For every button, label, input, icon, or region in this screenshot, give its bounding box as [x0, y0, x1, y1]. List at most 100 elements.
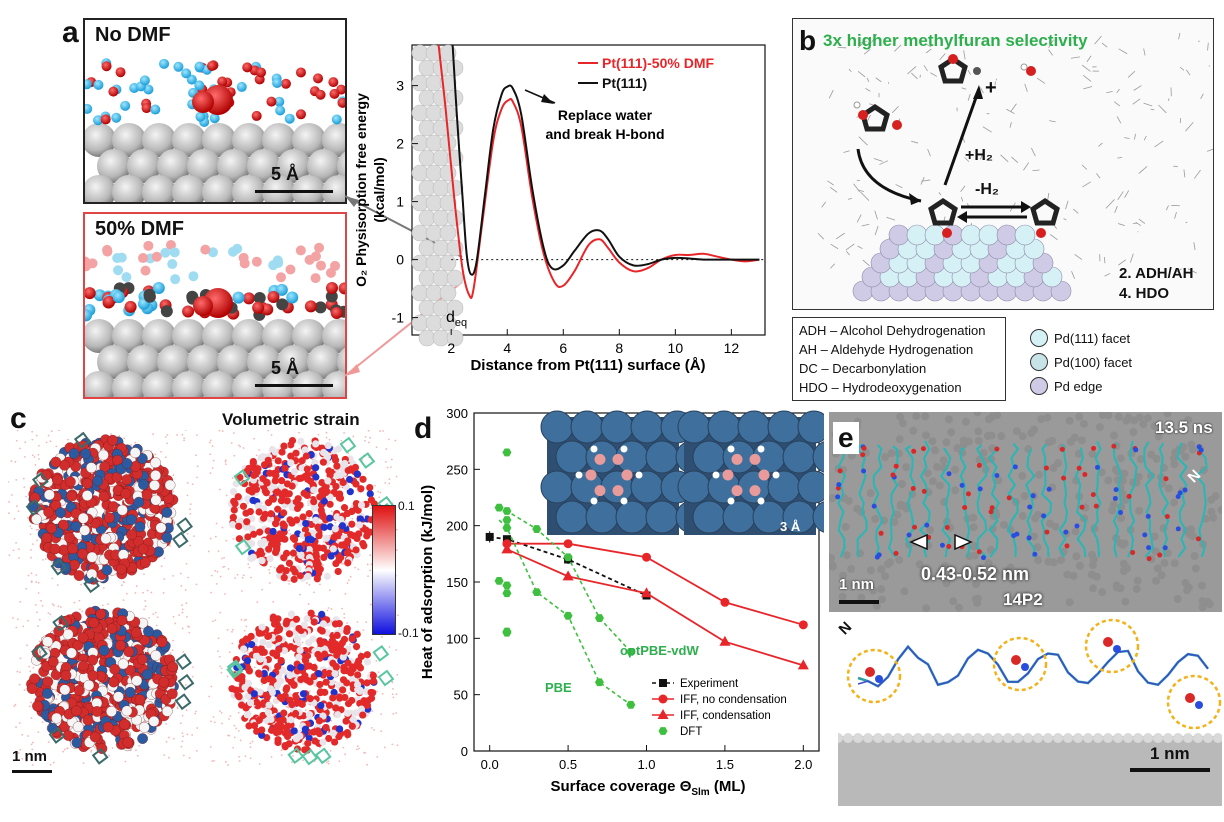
panel-b-frame: b 3x higher methylfuran selectivity + +H… [792, 18, 1214, 310]
scale-bar-e-top [839, 600, 879, 604]
point-d-2 [501, 543, 513, 554]
highlight-circle-2 [1084, 618, 1140, 674]
chart-a-ylabel-2: (kcal/mol) [371, 157, 387, 222]
x-tick-label-a: 8 [615, 340, 623, 356]
peptide-strand [1074, 447, 1087, 558]
dmf-illustration [85, 239, 345, 397]
scale-bar-bottom [255, 384, 333, 387]
label-optpbe: optPBE-vdW [620, 643, 699, 658]
point-d-2 [719, 635, 731, 646]
peptide-strand [959, 447, 971, 558]
x-tick-label-d: 0.0 [481, 757, 499, 772]
step-hdo: 4. HDO [1119, 285, 1170, 302]
hydrogenation-arrow [943, 88, 981, 186]
point-d-2 [562, 570, 574, 581]
y-tick-label-d: 300 [446, 406, 468, 421]
y-tick-label-d: 100 [446, 631, 468, 646]
water-layer [85, 58, 345, 127]
scale-bar-c [12, 770, 52, 773]
y-tick-label-a: 0 [396, 252, 404, 268]
peptide-strand [1176, 442, 1188, 558]
highlight-circle-1 [992, 636, 1048, 692]
peptide-strand [1112, 442, 1122, 558]
furan-molecules [853, 54, 1060, 238]
y-tick-label-a: 1 [396, 194, 404, 210]
panel-letter-d: d [414, 412, 433, 445]
y-tick-label-d: 250 [446, 462, 468, 477]
peptide-strand [856, 443, 868, 558]
scale-bar-e-bottom [1130, 768, 1210, 772]
chart-a-xlabel: Distance from Pt(111) surface (Å) [470, 357, 705, 374]
plus-sign: + [985, 77, 997, 99]
point-d-0 [485, 532, 494, 541]
y-tick-label-a: 3 [396, 78, 404, 94]
peptide-strand [1025, 448, 1036, 558]
deq-label: deq [446, 309, 467, 329]
pt-surface-bottom [85, 319, 345, 397]
scale-label-bottom: 5 Å [271, 358, 300, 378]
annotation-break-hbond: and break H-bond [545, 126, 664, 142]
facet-100-row: Pd(100) facet [1030, 350, 1132, 374]
peptide-strand [1127, 440, 1138, 558]
legend-label-a: Pt(111)-50% DMF [602, 55, 714, 71]
legend-label-d: Experiment [680, 678, 739, 690]
series-line-d-5 [498, 519, 632, 706]
series-line-a-1 [451, 44, 760, 276]
facet-edge-row: Pd edge [1030, 374, 1132, 398]
panel-letter-e: e [833, 422, 859, 454]
chart-a-ylabel-1: O₂ Physisorption free energy [353, 93, 369, 287]
highlight-circle-0 [846, 648, 902, 704]
label-pbe: PBE [545, 680, 572, 695]
pt-surface-strip [411, 44, 464, 347]
x-tick-label-a: 10 [668, 340, 684, 356]
no-dmf-snapshot: No DMF 5 Å [83, 18, 347, 204]
nanoparticle-0 [8, 430, 199, 595]
point-d-3 [502, 524, 512, 532]
annotation-replace-water: Replace water [558, 107, 653, 123]
point-d-3 [494, 576, 504, 585]
peptide-strand [1091, 441, 1102, 558]
legend-label-a: Pt(111) [602, 75, 647, 91]
dmf-title: 50% DMF [95, 218, 184, 240]
series-line-d-1 [506, 542, 804, 626]
x-tick-label-a: 4 [503, 340, 511, 356]
peptide-label: 14P2 [1003, 590, 1043, 609]
point-d-1 [642, 552, 651, 562]
point-d-1 [798, 620, 808, 630]
legend-marker-d [658, 694, 668, 704]
no-dmf-title: No DMF [95, 24, 171, 46]
chart-d-xlabel: Surface coverage ΘSlm (ML) [550, 778, 745, 798]
legend-label-d: IFF, condensation [680, 710, 771, 722]
abbreviation-legend: ADH – Alcohol Dehydrogenation AH – Aldeh… [792, 317, 1006, 401]
distance-markers [909, 533, 973, 551]
dmf-snapshot: 50% DMF 5 Å [83, 212, 347, 399]
x-tick-label-a: 2 [447, 340, 455, 356]
panel-e-top: e 13.5 ns N 0.43-0.52 nm 14P2 1 nm [829, 412, 1222, 612]
colorbar-min: -0.1 [398, 626, 419, 640]
y-tick-label-d: 50 [454, 688, 468, 703]
x-tick-label-a: 12 [724, 340, 740, 356]
legend-label-d: IFF, no condensation [680, 694, 787, 706]
colorbar [372, 505, 396, 635]
x-tick-label-d: 1.0 [637, 757, 655, 772]
nanoparticle-3 [208, 600, 399, 766]
x-tick-label-a: 6 [559, 340, 567, 356]
x-tick-label-d: 2.0 [794, 757, 812, 772]
chart-d-ylabel: Heat of adsorption (kJ/mol) [419, 485, 436, 679]
point-d-3 [502, 589, 512, 598]
peptide-strand [837, 445, 847, 558]
panel-b-illustration [817, 32, 1213, 302]
point-d-3 [594, 614, 604, 622]
nanoparticle-1 [207, 430, 398, 596]
nanoparticle-2 [12, 599, 199, 766]
chart-d: 3 Å 0.0 0.5 1.0 1.5 2.0 0 50 100 150 200 250 300 Ex… [419, 406, 824, 798]
peptide-strand [887, 445, 899, 558]
peptide-strand [1058, 444, 1069, 558]
series-line-d-0 [489, 536, 647, 597]
abbrev-hdo: HDO – Hydrodeoxygenation [799, 380, 962, 395]
selectivity-headline: 3x higher methylfuran selectivity [823, 31, 1088, 50]
facet-legend: Pd(111) facet Pd(100) facet Pd edge [1030, 326, 1132, 398]
legend-marker-d [658, 727, 668, 735]
peptide-strand [1195, 446, 1208, 558]
time-label: 13.5 ns [1155, 418, 1213, 437]
